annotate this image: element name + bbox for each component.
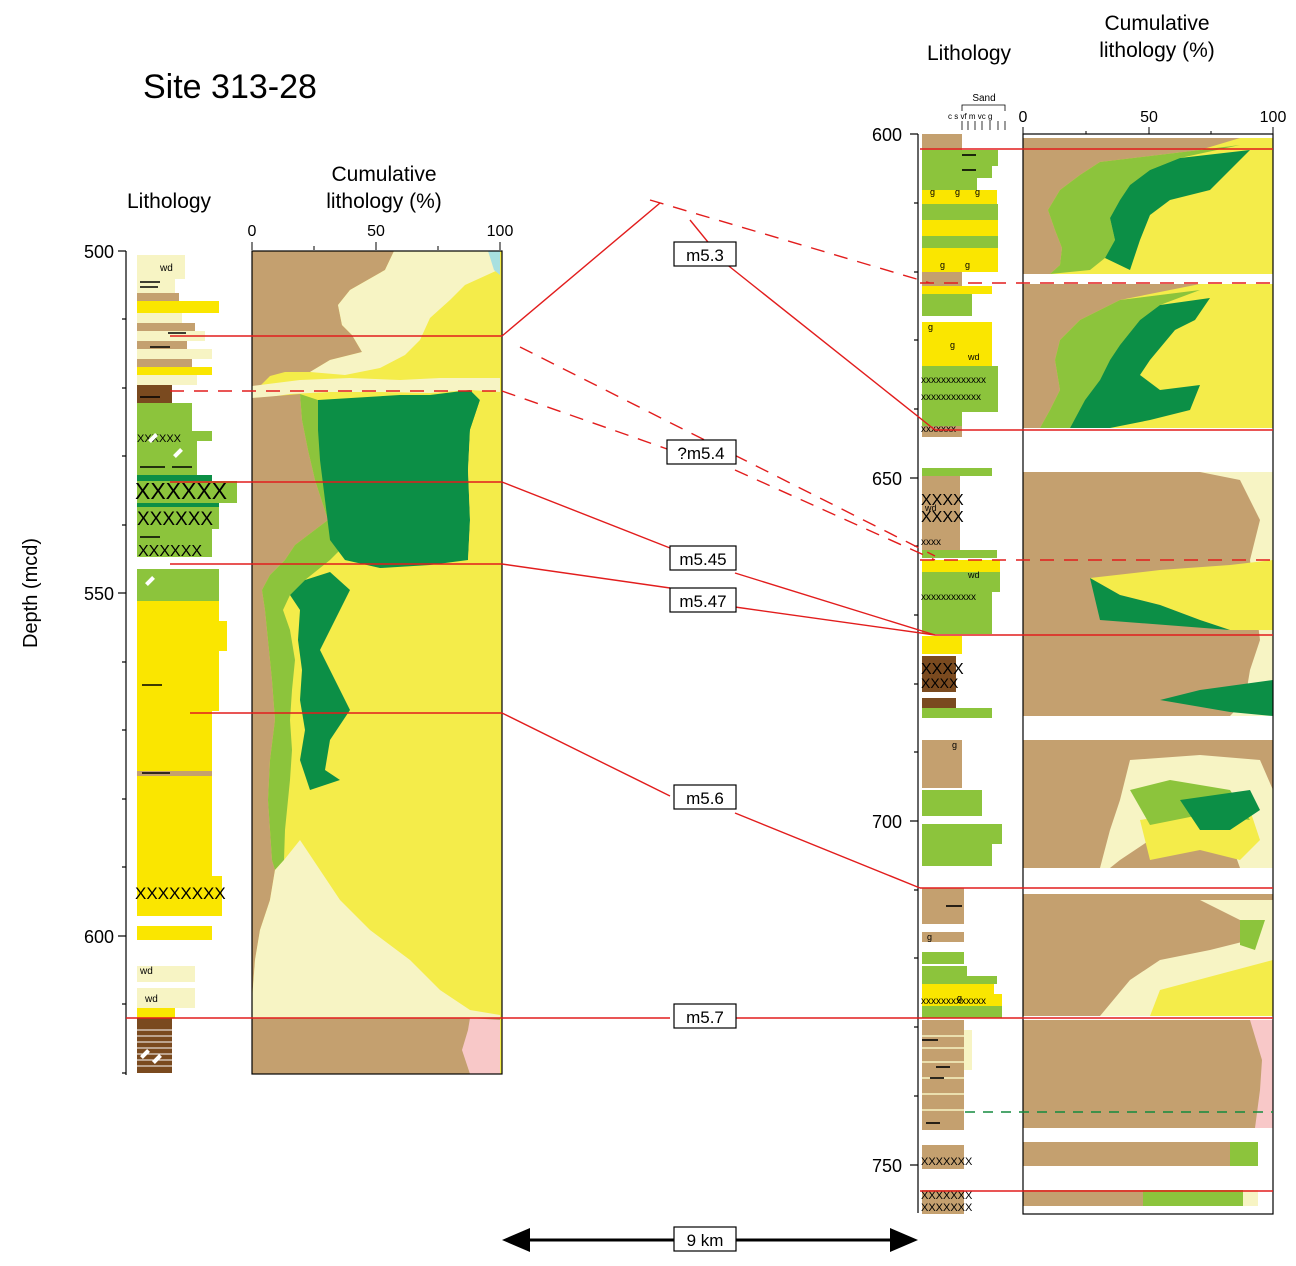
right-grain-size-labels: c s vf m vc g: [948, 112, 992, 121]
boundary-label-m5-45-text: m5.45: [679, 550, 726, 569]
boundary-label-m5-4: ?m5.4: [666, 439, 737, 465]
depth-axis-label: Depth (mcd): [20, 538, 42, 648]
left-wd-1: wd: [159, 263, 173, 274]
boundary-label-m5-4-text: ?m5.4: [677, 444, 724, 463]
right-g-8: g: [952, 740, 957, 750]
boundary-label-m5-45: m5.45: [669, 545, 737, 571]
right-depth-tick-650: 650: [872, 469, 902, 489]
right-g-7: g: [950, 340, 955, 350]
boundary-label-m5-47-text: m5.47: [679, 592, 726, 611]
boundary-label-m5-7: m5.7: [673, 1003, 737, 1029]
right-depth-tick-700: 700: [872, 812, 902, 832]
right-cumulative-plot: [1022, 133, 1274, 1215]
right-g-4: g: [940, 260, 945, 270]
left-pct-tick-50: 50: [367, 223, 385, 240]
correlation-lines: [126, 148, 1273, 1192]
boundary-label-m5-7-text: m5.7: [686, 1008, 724, 1027]
right-lithology-heading: Lithology: [927, 42, 1012, 65]
right-pct-tick-50: 50: [1140, 109, 1158, 126]
right-x-row-11: xxxxxxxxxxxxx: [921, 375, 986, 386]
left-x-row-5: XXXXXX: [137, 433, 182, 445]
right-cumulative-heading-line1: Cumulative: [1104, 12, 1209, 35]
left-depth-tick-600: 600: [84, 927, 114, 947]
boundary-label-m5-6-text: m5.6: [686, 789, 724, 808]
left-pct-tick-0: 0: [248, 223, 257, 240]
right-x-row-1: XXXX: [921, 492, 964, 509]
left-depth-tick-500: 500: [84, 242, 114, 262]
right-x-row-8: xxxxxxxxxxxxx: [921, 996, 986, 1007]
left-x-row-4: XXXXXXXX: [135, 884, 226, 903]
left-xx-markers: XXXXXX XXXXXX XXXXXX XXXXXXXX XXXXXX: [135, 433, 227, 903]
left-pct-tick-100: 100: [487, 223, 514, 240]
left-wd-2: wd: [144, 994, 158, 1005]
right-depth-tick-600: 600: [872, 125, 902, 145]
right-pct-tick-0: 0: [1019, 109, 1028, 126]
right-wd-1: wd: [967, 352, 980, 362]
left-lithology-column: XXXXXX XXXXXX XXXXXX XXXXXXXX XXXXXX wd …: [135, 255, 237, 1073]
left-cumulative-plot: [251, 250, 503, 1075]
right-lithology-column: XXXX XXXX XXXX XXXX XXXXXXX XXXXXXX XXXX…: [921, 134, 1002, 1214]
left-wd-3: wd: [139, 966, 153, 977]
boundary-label-m5-3-text: m5.3: [686, 246, 724, 265]
right-pct-tick-100: 100: [1260, 109, 1287, 126]
right-sand-heading: Sand: [972, 93, 995, 104]
right-x-row-4: XXXX: [921, 675, 959, 691]
left-cumulative-heading-line2: lithology (%): [326, 190, 442, 213]
right-cumulative-heading-line2: lithology (%): [1099, 39, 1215, 62]
site-title: Site 313-28: [143, 68, 317, 106]
right-x-row-2: XXXX: [921, 509, 964, 526]
left-depth-tick-550: 550: [84, 584, 114, 604]
boundary-label-m5-3: m5.3: [673, 241, 737, 267]
right-g-2: g: [955, 187, 960, 197]
right-g-3: g: [975, 187, 980, 197]
left-lithology-heading: Lithology: [127, 190, 212, 213]
right-x-row-10: xxxxxxxxxxxx: [921, 392, 981, 403]
left-cumulative-heading-line1: Cumulative: [331, 163, 436, 186]
right-g-9: g: [927, 932, 932, 942]
scale-bar-label: 9 km: [687, 1231, 724, 1250]
right-g-5: g: [965, 260, 970, 270]
right-x-row-3: XXXX: [921, 661, 964, 678]
right-x-row-7: XXXXXXX: [921, 1202, 973, 1214]
right-g-10: g: [957, 993, 962, 1003]
right-wd-2: wd: [924, 503, 937, 513]
dashed-correlation-lines: [170, 199, 1273, 561]
right-g-6: g: [928, 322, 933, 332]
right-x-row-12: xxxxxxxxxxx: [921, 592, 976, 603]
left-depth-axis: 500 550 600: [84, 242, 127, 1075]
right-g-1: g: [930, 187, 935, 197]
right-x-row-13: xxxx: [921, 537, 941, 548]
right-depth-axis: 600 650 700 750: [872, 125, 919, 1213]
right-x-row-5: XXXXXXX: [921, 1156, 973, 1168]
boundary-label-m5-6: m5.6: [673, 784, 737, 810]
boundary-label-m5-47: m5.47: [669, 587, 737, 613]
scale-bar: 9 km: [502, 1226, 918, 1252]
left-x-row-3: XXXXXX: [138, 543, 202, 560]
left-x-row-2: XXXXXX: [137, 509, 213, 530]
right-wd-3: wd: [967, 570, 980, 580]
right-depth-tick-750: 750: [872, 1156, 902, 1176]
right-x-row-6: XXXXXXX: [921, 1190, 973, 1202]
right-xx-markers: XXXX XXXX XXXX XXXX XXXXXXX XXXXXXX XXXX…: [921, 375, 986, 1214]
